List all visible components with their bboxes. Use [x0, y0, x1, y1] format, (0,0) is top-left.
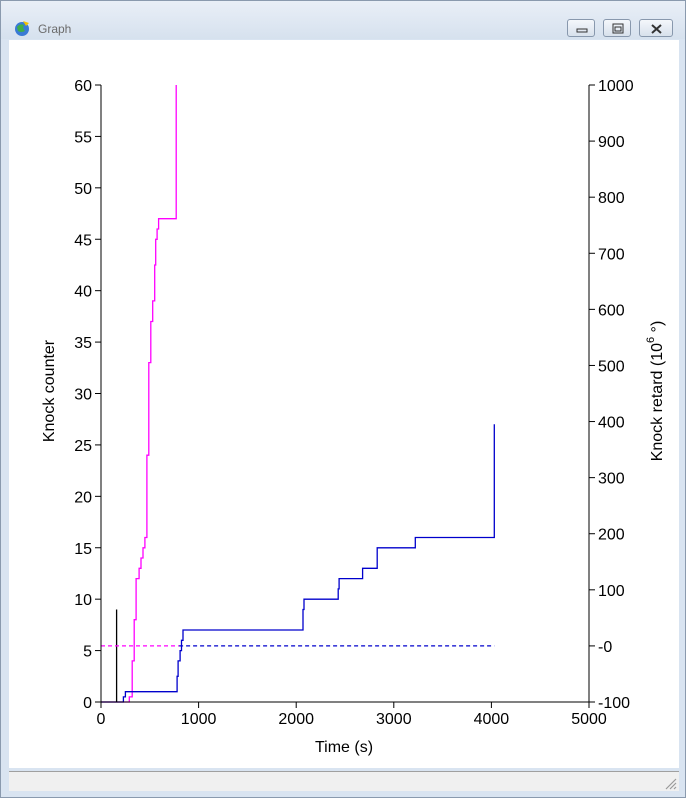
minimize-icon — [576, 28, 588, 33]
left-axis-label: Knock counter — [41, 339, 58, 442]
right-tick-label: 600 — [598, 302, 625, 319]
right-axis-exponent: 6 — [645, 337, 657, 343]
right-tick-label: 700 — [598, 246, 625, 263]
right-tick-label: 100 — [598, 583, 625, 600]
x-tick-label: 5000 — [571, 711, 607, 728]
series-line-1 — [101, 85, 177, 703]
left-tick-label: 50 — [74, 181, 92, 198]
left-tick-label: 30 — [74, 387, 92, 404]
right-tick-label: -100 — [598, 695, 630, 712]
x-tick-label: 4000 — [474, 711, 510, 728]
close-button[interactable] — [639, 19, 673, 37]
series-line-2 — [101, 424, 495, 703]
knock-chart: 051015202530354045505560-100-01002003004… — [41, 78, 666, 756]
axes: 0 5 10 15 20 25 30 35 40 45 50 55 60 -100 -0 100 200 300 4… — [74, 78, 633, 728]
left-tick-label: 5 — [83, 644, 92, 661]
left-tick-label: 55 — [74, 129, 92, 146]
status-bar — [9, 771, 679, 791]
left-tick-label: 25 — [74, 438, 92, 455]
right-axis-label: Knock retard (106 °) — [645, 321, 666, 462]
right-tick-label: 200 — [598, 527, 625, 544]
right-tick-label: 900 — [598, 134, 625, 151]
x-tick-label: 2000 — [278, 711, 314, 728]
left-tick-label: 15 — [74, 541, 92, 558]
minimize-button[interactable] — [567, 19, 595, 37]
x-axis-label: Time (s) — [315, 739, 373, 756]
left-tick-label: 0 — [83, 695, 92, 712]
right-tick-label: 300 — [598, 471, 625, 488]
left-tick-label: 60 — [74, 78, 92, 95]
close-icon — [651, 24, 662, 34]
x-tick-label: 0 — [97, 711, 106, 728]
resize-grip-icon[interactable] — [663, 776, 677, 790]
right-tick-label: -0 — [598, 639, 612, 656]
title-bar[interactable]: Graph — [1, 1, 685, 39]
right-tick-label: 400 — [598, 415, 625, 432]
left-tick-label: 45 — [74, 232, 92, 249]
left-tick-label: 20 — [74, 489, 92, 506]
maximize-icon — [612, 23, 624, 34]
x-tick-label: 3000 — [376, 711, 412, 728]
maximize-button[interactable] — [603, 19, 631, 37]
x-tick-label: 1000 — [181, 711, 217, 728]
left-tick-label: 35 — [74, 335, 92, 352]
left-tick-label: 40 — [74, 284, 92, 301]
right-tick-label: 800 — [598, 190, 625, 207]
graph-area: 0 5 10 15 20 25 30 35 40 45 50 55 60 -100 -0 100 200 300 4… — [9, 40, 679, 768]
app-globe-icon — [15, 21, 29, 36]
right-tick-label: 1000 — [598, 78, 634, 95]
window-title: Graph — [38, 22, 72, 36]
right-tick-label: 500 — [598, 358, 625, 375]
plot-lines — [101, 85, 495, 703]
left-tick-label: 10 — [74, 592, 92, 609]
